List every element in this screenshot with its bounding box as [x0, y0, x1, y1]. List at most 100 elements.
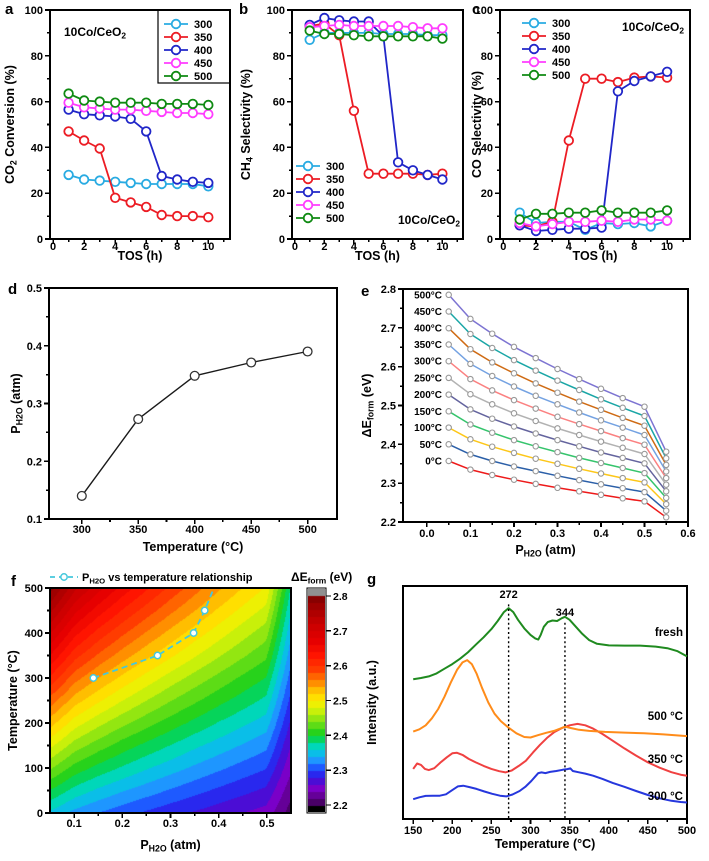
- marker: [467, 436, 474, 443]
- marker: [641, 403, 648, 410]
- marker: [532, 417, 539, 425]
- x-tick-label: 0.3: [550, 528, 565, 540]
- axes-f: [45, 587, 292, 818]
- x-tick-label: 8: [410, 241, 416, 253]
- marker: [304, 34, 315, 46]
- marker: [597, 417, 605, 424]
- marker: [304, 25, 315, 36]
- x-tick-label: 0.5: [259, 818, 274, 830]
- y-tick-label: 200: [25, 718, 43, 730]
- marker: [575, 465, 583, 473]
- marker: [597, 406, 605, 414]
- curve-label-450°C: 450°C: [414, 307, 442, 318]
- marker: [63, 169, 74, 181]
- marker: [467, 315, 474, 323]
- panel-letter-c: c: [472, 1, 481, 18]
- axes-e: [398, 288, 689, 527]
- marker: [488, 387, 496, 394]
- marker: [378, 31, 389, 42]
- y-tick-label: 2.7: [381, 323, 396, 335]
- marker: [510, 370, 518, 377]
- y-tick-label: 0: [279, 234, 285, 246]
- colorbar-tick-label: 2.5: [333, 696, 348, 708]
- marker: [661, 66, 673, 78]
- marker: [140, 178, 152, 190]
- relationship-point: [89, 674, 98, 682]
- y-tick-label: 0: [487, 234, 493, 246]
- x-tick-label: 6: [598, 241, 604, 253]
- marker: [641, 498, 648, 505]
- x-tick-label: 300: [73, 524, 91, 536]
- x-tick-label: 6: [143, 241, 149, 253]
- marker: [319, 28, 330, 40]
- marker: [554, 436, 561, 444]
- marker: [597, 449, 605, 456]
- marker: [334, 19, 345, 31]
- marker: [641, 422, 648, 429]
- x-tick-label: 10: [661, 241, 673, 253]
- y-tick-label: 400: [25, 628, 43, 640]
- panel-f: 0.1 0.2 0.3 0.4 0.5 0 100 200 300 400 500 PH2O (atm…: [6, 570, 352, 854]
- marker: [619, 484, 626, 492]
- marker: [510, 410, 518, 417]
- marker: [445, 424, 452, 431]
- marker: [596, 73, 607, 84]
- marker: [662, 461, 670, 469]
- curve-label-0°C: 0°C: [425, 457, 442, 468]
- y-tick-label: 0.4: [27, 341, 43, 353]
- marker: [348, 105, 360, 117]
- marker: [575, 375, 583, 383]
- y-axis-label: CO Selectivity (%): [470, 71, 484, 178]
- marker: [445, 457, 452, 465]
- marker: [619, 404, 626, 412]
- marker: [334, 28, 345, 40]
- plot-frame: [499, 9, 691, 240]
- legend-item-450: 450: [194, 58, 212, 70]
- marker: [597, 491, 605, 499]
- marker: [662, 494, 670, 502]
- marker: [171, 210, 183, 222]
- marker: [575, 398, 583, 405]
- curve-label-100°C: 100°C: [414, 423, 442, 434]
- marker: [554, 401, 561, 408]
- marker: [641, 450, 648, 458]
- legend-item-300: 300: [194, 19, 212, 31]
- series-350°C: [445, 341, 670, 475]
- series-300°C: [445, 357, 670, 482]
- marker: [662, 468, 670, 475]
- marker: [76, 490, 87, 501]
- x-tick-label: 500: [678, 825, 696, 837]
- x-tick-label: 0.4: [593, 528, 609, 540]
- marker: [619, 495, 626, 502]
- marker: [488, 359, 496, 366]
- marker: [554, 389, 561, 396]
- x-tick-label: 2: [321, 241, 327, 253]
- marker: [510, 383, 518, 390]
- series-450°C: [445, 308, 670, 462]
- marker: [641, 431, 648, 439]
- marker: [422, 31, 433, 42]
- marker: [510, 356, 518, 364]
- marker: [554, 460, 561, 468]
- y-tick-label: 60: [31, 97, 43, 109]
- marker: [187, 107, 199, 119]
- marker: [203, 99, 214, 111]
- marker: [554, 365, 561, 373]
- panel-g: 150 200 250 300 350 400 450 500 Temperature (°C)…: [365, 585, 696, 851]
- marker: [407, 31, 419, 42]
- axes-d: [44, 287, 338, 524]
- marker: [554, 472, 561, 480]
- marker: [467, 390, 474, 398]
- marker: [530, 208, 542, 220]
- y-tick-label: 20: [31, 188, 43, 200]
- curve-label-400°C: 400°C: [414, 324, 442, 335]
- y-tick-label: 100: [25, 763, 43, 775]
- colorbar-title: ΔEform (eV): [291, 570, 352, 586]
- x-axis-label: Temperature (°C): [495, 837, 596, 851]
- marker: [156, 170, 167, 182]
- marker: [133, 414, 144, 425]
- marker: [467, 406, 474, 413]
